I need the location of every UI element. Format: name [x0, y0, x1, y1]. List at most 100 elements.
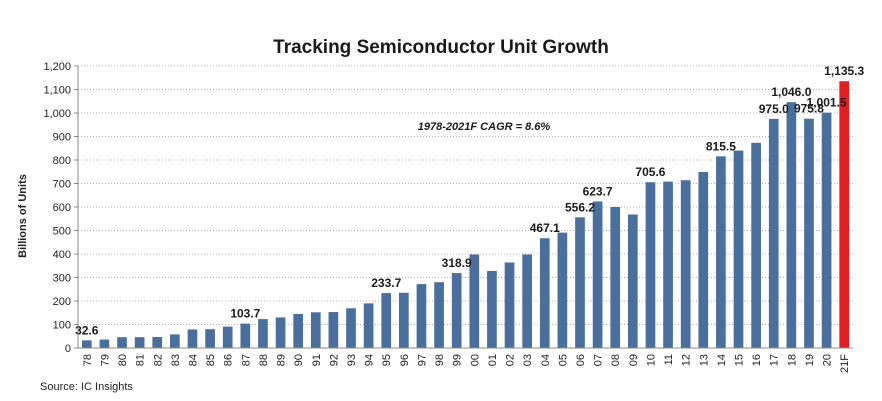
x-tick-label: 16 — [751, 354, 763, 366]
data-label: 705.6 — [635, 165, 665, 179]
x-tick-label: 96 — [399, 354, 411, 366]
gridlines — [78, 65, 853, 325]
x-tick-label: 00 — [469, 354, 481, 366]
y-tick-label: 1,000 — [43, 108, 71, 120]
x-axis-ticks: 78 79 80 81 82 83 84 85 86 87 88 89 90 91 92 93 94 95 96 97… — [82, 354, 851, 373]
bar-93 — [346, 308, 356, 348]
bar-95 — [381, 293, 392, 348]
x-tick-label: 93 — [346, 354, 358, 366]
x-tick-label: 01 — [487, 354, 499, 366]
bar-99 — [451, 273, 462, 348]
x-tick-label: 98 — [434, 354, 446, 366]
bar-78 — [81, 340, 92, 348]
bar-14 — [716, 156, 726, 348]
bar-21F — [839, 81, 850, 348]
x-tick-label: 88 — [258, 354, 270, 366]
bar-03 — [522, 254, 532, 348]
x-tick-label: 10 — [645, 354, 657, 366]
data-label: 103.7 — [230, 307, 260, 321]
x-tick-label: 95 — [381, 354, 393, 366]
bar-18 — [786, 102, 797, 348]
data-label: 318.9 — [442, 256, 472, 270]
bar-12 — [680, 180, 691, 348]
bar-97 — [416, 284, 427, 348]
bar-07 — [592, 201, 603, 348]
y-tick-label: 600 — [53, 202, 71, 214]
bar-02 — [504, 262, 515, 348]
bar-94 — [363, 303, 374, 348]
bar-89 — [275, 317, 286, 348]
bar-96 — [399, 292, 409, 348]
y-tick-label: 800 — [53, 155, 71, 167]
y-tick-label: 100 — [53, 320, 71, 332]
x-tick-label: 14 — [716, 354, 728, 366]
data-label: 32.6 — [75, 323, 99, 337]
bar-80 — [117, 337, 127, 348]
data-label: 467.1 — [530, 221, 560, 235]
x-tick-label: 06 — [575, 354, 587, 366]
bar-98 — [434, 282, 444, 348]
y-tick-label: 300 — [53, 273, 71, 285]
y-tick-label: 0 — [65, 343, 71, 355]
x-tick-label: 84 — [187, 354, 199, 366]
x-tick-label: 90 — [293, 354, 305, 366]
y-tick-label: 200 — [53, 296, 71, 308]
x-tick-label: 08 — [610, 354, 622, 366]
x-tick-label: 12 — [681, 354, 693, 366]
x-tick-label: 85 — [205, 354, 217, 366]
y-tick-label: 500 — [53, 226, 71, 238]
x-tick-label: 15 — [734, 354, 746, 366]
data-label: 556.2 — [565, 200, 595, 214]
bars — [81, 81, 850, 349]
x-tick-label: 78 — [82, 354, 94, 366]
y-axis-ticks: 0 100 200 300 400 500 600 700 800 900 1,000 1,100 1,… — [43, 61, 78, 355]
y-tick-label: 1,100 — [43, 85, 71, 97]
bar-06 — [575, 217, 585, 348]
y-tick-label: 900 — [53, 132, 71, 144]
bar-09 — [627, 214, 638, 348]
bar-11 — [663, 181, 673, 348]
bar-90 — [293, 313, 304, 348]
bar-17 — [768, 118, 779, 348]
bar-79 — [99, 339, 110, 348]
y-tick-label: 400 — [53, 249, 71, 261]
source-note: Source: IC Insights — [40, 381, 133, 393]
bar-83 — [170, 334, 180, 348]
data-label: 233.7 — [371, 276, 401, 290]
bar-04 — [539, 238, 550, 348]
bar-13 — [698, 171, 709, 348]
bar-85 — [205, 329, 215, 348]
x-tick-label: 05 — [557, 354, 569, 366]
x-tick-label: 18 — [786, 354, 798, 366]
y-tick-label: 700 — [53, 179, 71, 191]
bar-86 — [222, 326, 233, 348]
x-tick-label: 07 — [593, 354, 605, 366]
data-label: 1,001.5 — [807, 96, 847, 110]
bar-81 — [134, 337, 145, 348]
bar-00 — [469, 254, 480, 348]
data-label: 815.5 — [706, 139, 736, 153]
bar-01 — [487, 270, 497, 348]
bar-05 — [557, 232, 568, 348]
bar-84 — [187, 329, 198, 348]
x-tick-label: 13 — [698, 354, 710, 366]
bar-08 — [610, 207, 621, 348]
x-tick-label: 19 — [804, 354, 816, 366]
x-tick-label: 21F — [839, 354, 851, 373]
bar-19 — [804, 118, 814, 348]
x-tick-label: 89 — [276, 354, 288, 366]
x-tick-label: 11 — [663, 354, 675, 365]
x-tick-label: 83 — [170, 354, 182, 366]
bar-10 — [645, 182, 656, 348]
x-tick-label: 99 — [452, 354, 464, 366]
x-tick-label: 09 — [628, 354, 640, 366]
y-tick-label: 1,200 — [43, 61, 71, 73]
chart-title: Tracking Semiconductor Unit Growth — [273, 37, 609, 58]
x-tick-label: 17 — [769, 354, 781, 366]
bar-20 — [821, 112, 832, 349]
data-label: 1,046.0 — [771, 85, 811, 99]
bar-87 — [240, 323, 251, 348]
bar-82 — [152, 336, 163, 348]
cagr-annotation: 1978-2021F CAGR = 8.6% — [418, 121, 551, 133]
